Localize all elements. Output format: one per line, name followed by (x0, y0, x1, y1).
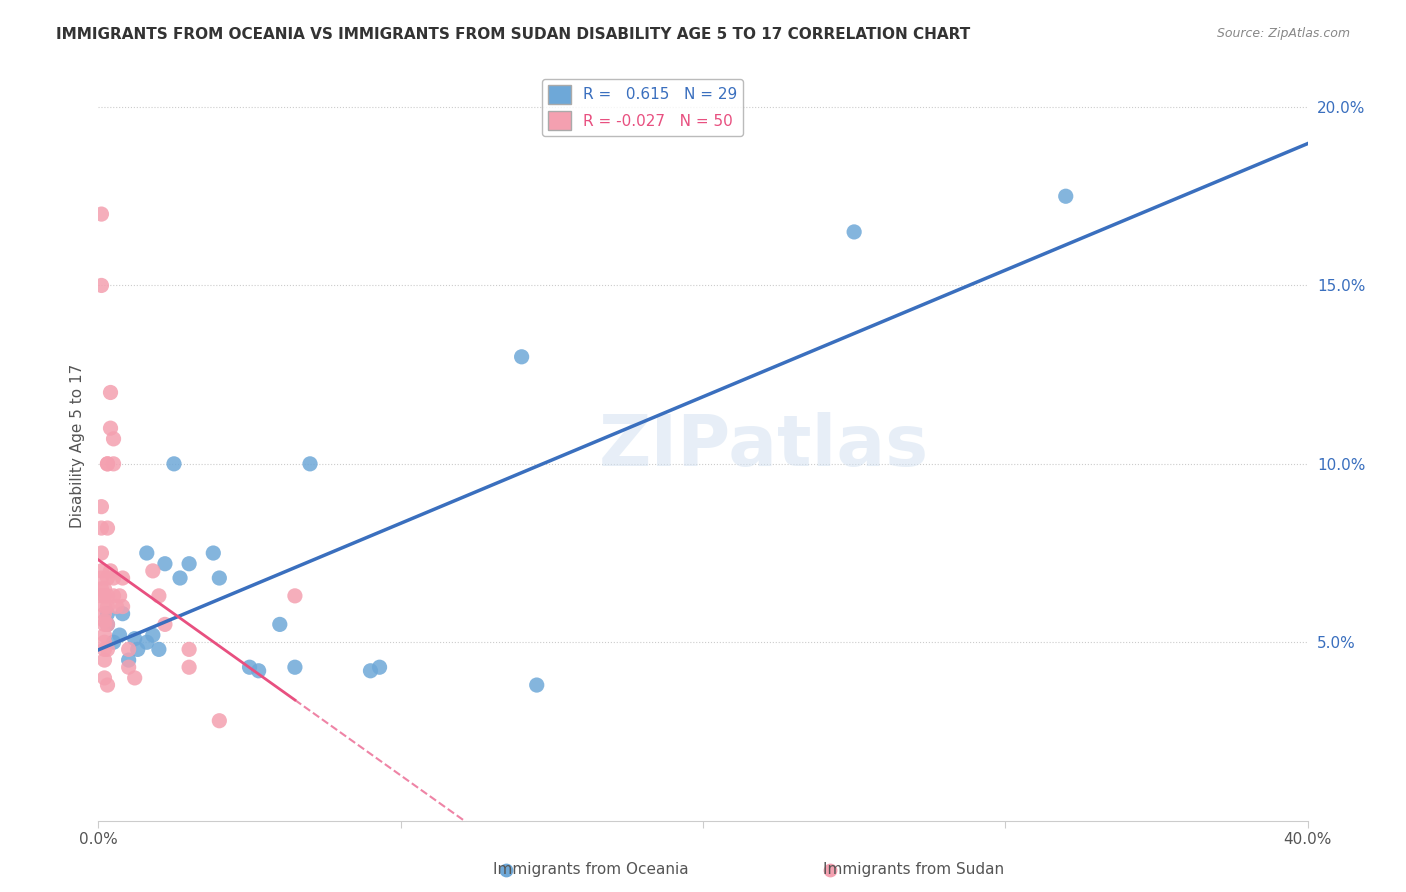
Text: ZIPatlas: ZIPatlas (599, 411, 928, 481)
Text: Source: ZipAtlas.com: Source: ZipAtlas.com (1216, 27, 1350, 40)
Point (247, 664, 270, 678)
Point (96, 457, 118, 471)
Point (284, 589, 307, 603)
Point (96, 599, 118, 614)
Point (93, 617, 115, 632)
Point (96, 678, 118, 692)
Point (93, 628, 115, 642)
Point (103, 432, 125, 446)
Point (153, 617, 176, 632)
Point (208, 714, 231, 728)
Point (202, 546, 225, 560)
Point (179, 660, 201, 674)
Point (818, 863, 841, 878)
Point (118, 660, 141, 674)
Point (127, 642, 149, 657)
Point (179, 557, 201, 571)
Point (526, 678, 548, 692)
Point (142, 628, 165, 642)
Point (90, 500, 112, 514)
Point (96, 617, 118, 632)
Point (93, 607, 115, 621)
Point (93, 589, 115, 603)
Point (103, 635, 125, 649)
Point (90, 589, 112, 603)
Point (360, 664, 382, 678)
Point (111, 599, 134, 614)
Point (103, 589, 125, 603)
Point (108, 628, 131, 642)
Point (124, 632, 146, 646)
Point (135, 635, 157, 649)
Point (111, 607, 134, 621)
Point (269, 617, 291, 632)
Point (100, 385, 122, 400)
Point (93, 653, 115, 667)
Point (208, 571, 231, 585)
Point (495, 863, 517, 878)
Point (284, 660, 307, 674)
Point (239, 660, 262, 674)
Point (169, 571, 191, 585)
Point (163, 457, 186, 471)
Point (103, 457, 125, 471)
Point (124, 671, 146, 685)
Point (93, 642, 115, 657)
Point (90, 564, 112, 578)
Text: Immigrants from Oceania: Immigrants from Oceania (492, 863, 689, 877)
Point (96, 607, 118, 621)
Y-axis label: Disability Age 5 to 17: Disability Age 5 to 17 (69, 364, 84, 528)
Point (299, 457, 322, 471)
Point (844, 225, 866, 239)
Point (96, 457, 118, 471)
Legend: R =   0.615   N = 29, R = -0.027   N = 50: R = 0.615 N = 29, R = -0.027 N = 50 (541, 79, 744, 136)
Text: Immigrants from Sudan: Immigrants from Sudan (824, 863, 1004, 877)
Point (93, 671, 115, 685)
Point (368, 660, 391, 674)
Point (93, 599, 115, 614)
Point (118, 653, 141, 667)
Point (153, 557, 176, 571)
Point (93, 635, 115, 649)
Text: IMMIGRANTS FROM OCEANIA VS IMMIGRANTS FROM SUDAN DISABILITY AGE 5 TO 17 CORRELAT: IMMIGRANTS FROM OCEANIA VS IMMIGRANTS FR… (56, 27, 970, 42)
Point (96, 642, 118, 657)
Point (100, 564, 122, 578)
Point (96, 571, 118, 585)
Point (510, 350, 533, 364)
Point (100, 421, 122, 435)
Point (93, 582, 115, 596)
Point (93, 614, 115, 628)
Point (105, 599, 128, 614)
Point (142, 564, 165, 578)
Point (90, 546, 112, 560)
Point (96, 589, 118, 603)
Point (96, 617, 118, 632)
Point (111, 571, 134, 585)
Point (135, 546, 157, 560)
Point (118, 642, 141, 657)
Point (96, 521, 118, 535)
Point (179, 642, 201, 657)
Point (1054, 189, 1077, 203)
Point (90, 571, 112, 585)
Point (90, 521, 112, 535)
Point (148, 589, 170, 603)
Point (90, 582, 112, 596)
Point (90, 207, 112, 221)
Point (103, 571, 125, 585)
Point (108, 589, 131, 603)
Point (148, 642, 170, 657)
Point (90, 278, 112, 293)
